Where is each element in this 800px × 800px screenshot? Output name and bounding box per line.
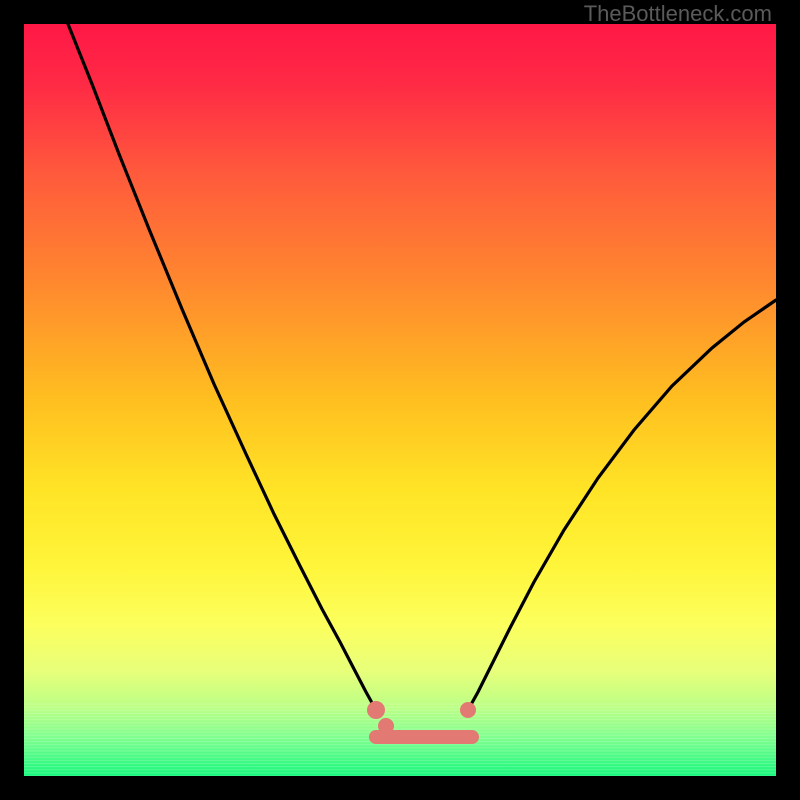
frame-border-right xyxy=(776,0,800,800)
curve-right xyxy=(468,300,776,710)
valley-caps-right xyxy=(460,702,476,718)
watermark-text: TheBottleneck.com xyxy=(584,1,772,27)
frame-border-bottom xyxy=(0,776,800,800)
frame-border-left xyxy=(0,0,24,800)
plot-area xyxy=(24,24,776,776)
curve-left xyxy=(68,24,376,710)
chart-svg xyxy=(24,24,776,776)
chart-container: TheBottleneck.com xyxy=(0,0,800,800)
